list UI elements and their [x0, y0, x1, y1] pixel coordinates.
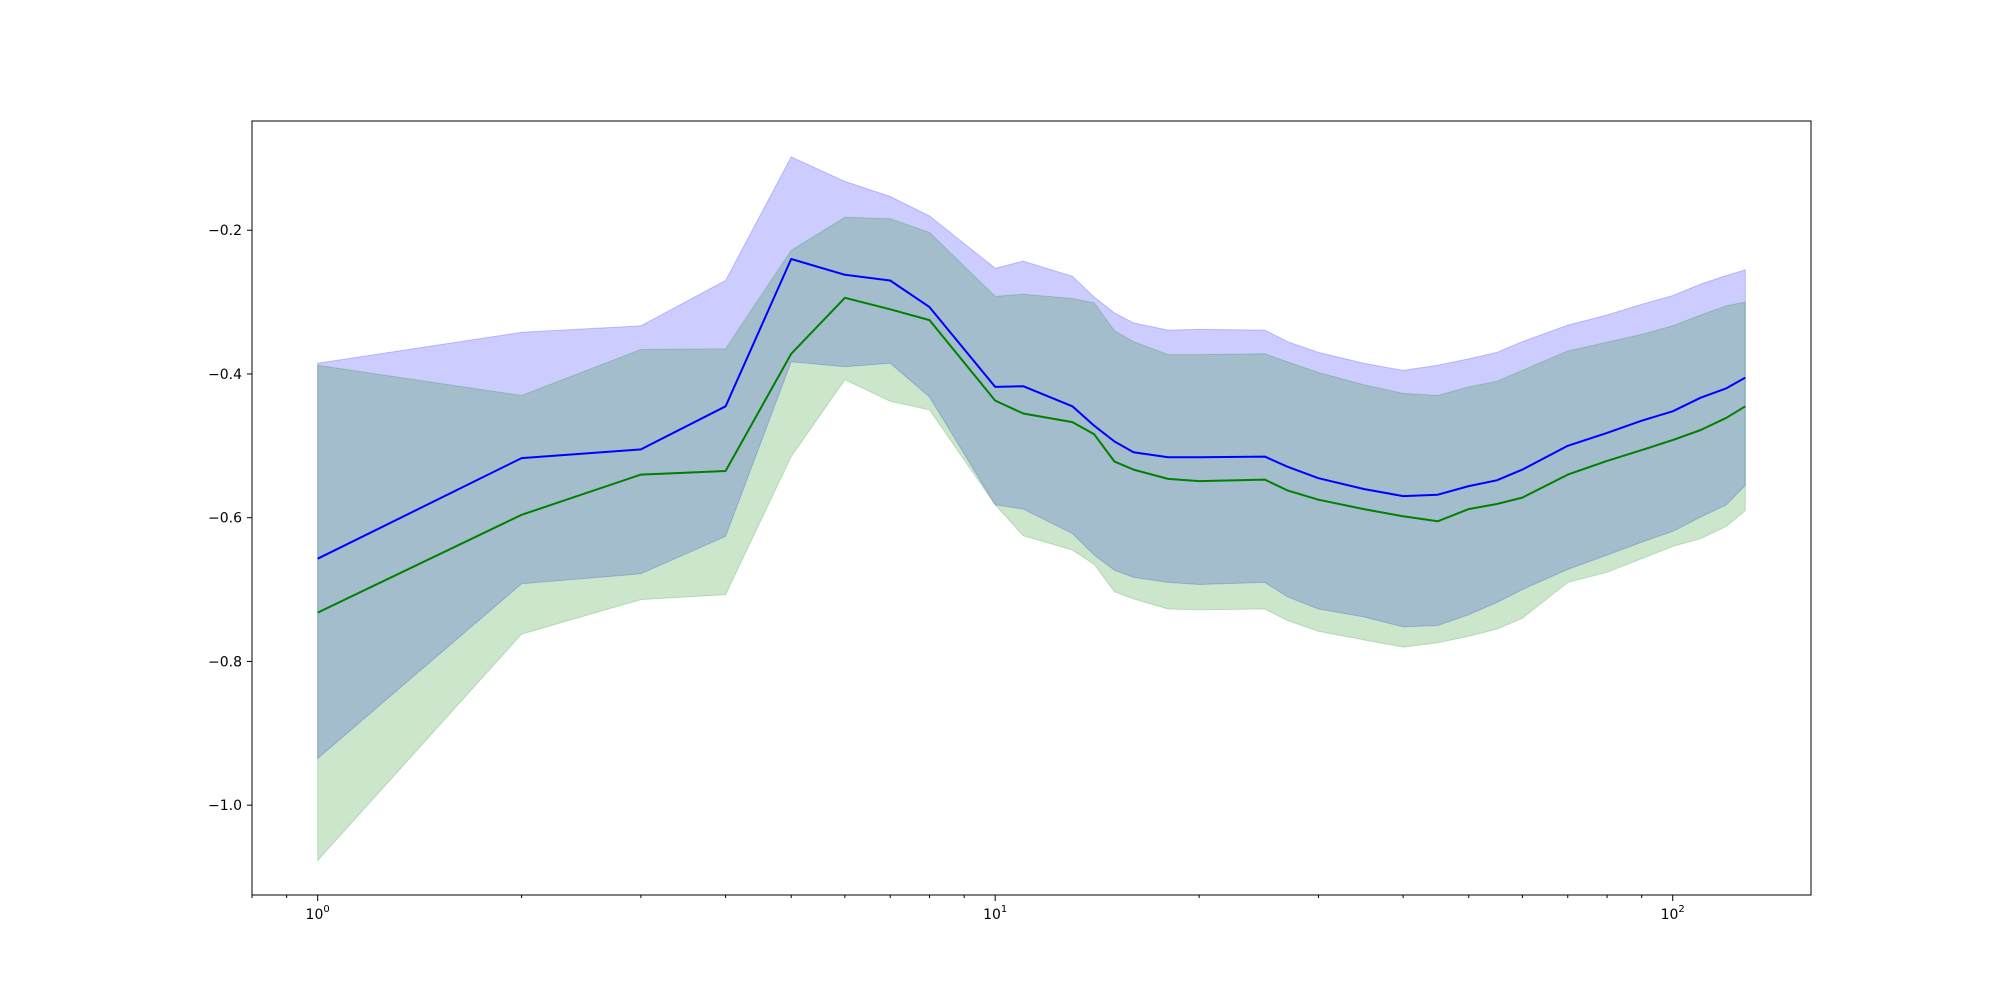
x-tick-exponent: 2: [1678, 904, 1684, 915]
x-tick-label: 101: [983, 904, 1007, 923]
series-0-line: [317, 258, 1746, 560]
x-tick-base: 10: [1661, 907, 1679, 923]
x-tick-exponent: 0: [323, 904, 329, 915]
series-1-line: [317, 296, 1746, 614]
series-lines: [317, 258, 1746, 614]
y-tick-label: −0.8: [208, 654, 242, 670]
x-tick-label: 100: [306, 904, 330, 923]
confidence-bands: [317, 156, 1746, 862]
x-tick-label: 102: [1661, 904, 1685, 923]
y-tick-label: −0.4: [208, 367, 242, 383]
y-tick-label: −1.0: [208, 798, 242, 814]
series-1-band: [317, 216, 1746, 862]
x-tick-base: 10: [983, 907, 1001, 923]
series-0-band: [317, 156, 1746, 760]
x-tick-exponent: 1: [1001, 904, 1007, 915]
y-tick-label: −0.2: [208, 223, 242, 239]
x-tick-base: 10: [306, 907, 324, 923]
y-tick-label: −0.6: [208, 511, 242, 527]
plot-frame: [251, 120, 1812, 896]
